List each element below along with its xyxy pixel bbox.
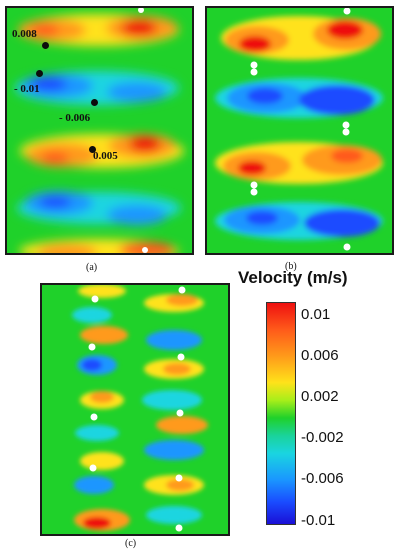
probe-value-1: 0.008 [12, 28, 37, 40]
legend-title: Velocity (m/s) [238, 268, 348, 287]
panel-label-a: (a) [86, 262, 98, 273]
probe-value-2: - 0.01 [14, 83, 40, 95]
probe-point-2 [36, 70, 43, 77]
contour-panel-c [40, 283, 230, 536]
legend-tick-5: -0.006 [301, 470, 344, 487]
probe-value-3: - 0.006 [59, 112, 91, 124]
probe-value-4: 0.005 [93, 150, 118, 162]
contour-plot-b [215, 8, 383, 251]
probe-point-4 [89, 146, 96, 153]
contour-plot-a [15, 8, 184, 253]
contour-plot-c [72, 285, 208, 532]
legend-tick-1: 0.01 [301, 306, 331, 323]
legend-tick-6: -0.01 [301, 512, 336, 529]
probe-point-1 [42, 42, 49, 49]
legend-tick-2: 0.006 [301, 347, 339, 364]
legend-tick-3: 0.002 [301, 388, 339, 405]
legend-tick-4: -0.002 [301, 429, 344, 446]
panel-label-b: (b) [285, 261, 297, 272]
velocity-colorbar [266, 302, 296, 525]
probe-point-3 [91, 99, 98, 106]
contour-panel-a: 0.008 - 0.01 - 0.006 0.005 [5, 6, 194, 255]
contour-panel-b [205, 6, 394, 255]
panel-label-c: (c) [125, 538, 137, 549]
